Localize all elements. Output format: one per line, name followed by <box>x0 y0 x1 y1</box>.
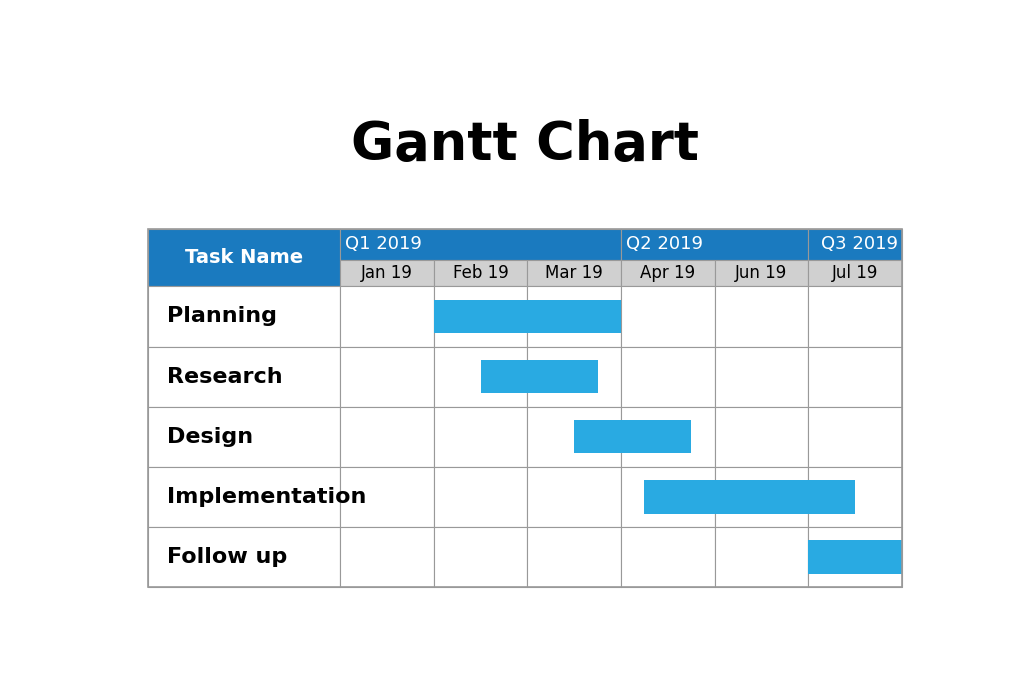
Text: Planning: Planning <box>167 307 278 326</box>
FancyBboxPatch shape <box>808 527 902 587</box>
Text: Jan 19: Jan 19 <box>360 264 413 282</box>
FancyBboxPatch shape <box>808 346 902 406</box>
Text: Task Name: Task Name <box>185 249 303 267</box>
FancyBboxPatch shape <box>340 260 434 286</box>
FancyBboxPatch shape <box>715 406 808 466</box>
Text: Q2 2019: Q2 2019 <box>626 236 702 253</box>
FancyBboxPatch shape <box>434 466 527 527</box>
Text: Follow up: Follow up <box>167 547 288 567</box>
FancyBboxPatch shape <box>434 346 527 406</box>
FancyBboxPatch shape <box>340 229 621 260</box>
Text: Gantt Chart: Gantt Chart <box>351 119 698 171</box>
FancyBboxPatch shape <box>434 406 527 466</box>
Text: Feb 19: Feb 19 <box>453 264 508 282</box>
FancyBboxPatch shape <box>574 420 691 454</box>
FancyBboxPatch shape <box>621 229 808 260</box>
Text: Apr 19: Apr 19 <box>640 264 695 282</box>
FancyBboxPatch shape <box>147 229 340 286</box>
FancyBboxPatch shape <box>147 466 340 527</box>
FancyBboxPatch shape <box>340 406 434 466</box>
Text: Mar 19: Mar 19 <box>545 264 603 282</box>
FancyBboxPatch shape <box>621 466 715 527</box>
FancyBboxPatch shape <box>621 406 715 466</box>
FancyBboxPatch shape <box>147 286 340 346</box>
FancyBboxPatch shape <box>527 346 621 406</box>
FancyBboxPatch shape <box>340 527 434 587</box>
FancyBboxPatch shape <box>808 260 902 286</box>
FancyBboxPatch shape <box>527 527 621 587</box>
Text: Q3 2019: Q3 2019 <box>821 236 898 253</box>
FancyBboxPatch shape <box>621 527 715 587</box>
FancyBboxPatch shape <box>434 527 527 587</box>
FancyBboxPatch shape <box>808 286 902 346</box>
Text: Jun 19: Jun 19 <box>735 264 787 282</box>
FancyBboxPatch shape <box>527 286 621 346</box>
Text: Q1 2019: Q1 2019 <box>345 236 422 253</box>
FancyBboxPatch shape <box>621 346 715 406</box>
FancyBboxPatch shape <box>808 229 902 260</box>
Text: Design: Design <box>167 427 253 447</box>
FancyBboxPatch shape <box>147 527 340 587</box>
FancyBboxPatch shape <box>527 260 621 286</box>
FancyBboxPatch shape <box>340 346 434 406</box>
FancyBboxPatch shape <box>808 466 902 527</box>
FancyBboxPatch shape <box>621 286 715 346</box>
Text: Research: Research <box>167 367 283 387</box>
FancyBboxPatch shape <box>527 406 621 466</box>
FancyBboxPatch shape <box>340 466 434 527</box>
FancyBboxPatch shape <box>808 406 902 466</box>
FancyBboxPatch shape <box>480 360 598 393</box>
FancyBboxPatch shape <box>434 260 527 286</box>
FancyBboxPatch shape <box>715 346 808 406</box>
FancyBboxPatch shape <box>147 346 340 406</box>
FancyBboxPatch shape <box>434 300 621 333</box>
FancyBboxPatch shape <box>644 480 855 514</box>
FancyBboxPatch shape <box>340 286 434 346</box>
FancyBboxPatch shape <box>715 466 808 527</box>
FancyBboxPatch shape <box>621 260 715 286</box>
FancyBboxPatch shape <box>808 540 902 574</box>
FancyBboxPatch shape <box>715 260 808 286</box>
Text: Implementation: Implementation <box>167 487 367 507</box>
FancyBboxPatch shape <box>527 466 621 527</box>
FancyBboxPatch shape <box>434 286 527 346</box>
FancyBboxPatch shape <box>715 527 808 587</box>
Text: Jul 19: Jul 19 <box>831 264 879 282</box>
FancyBboxPatch shape <box>147 406 340 466</box>
FancyBboxPatch shape <box>715 286 808 346</box>
